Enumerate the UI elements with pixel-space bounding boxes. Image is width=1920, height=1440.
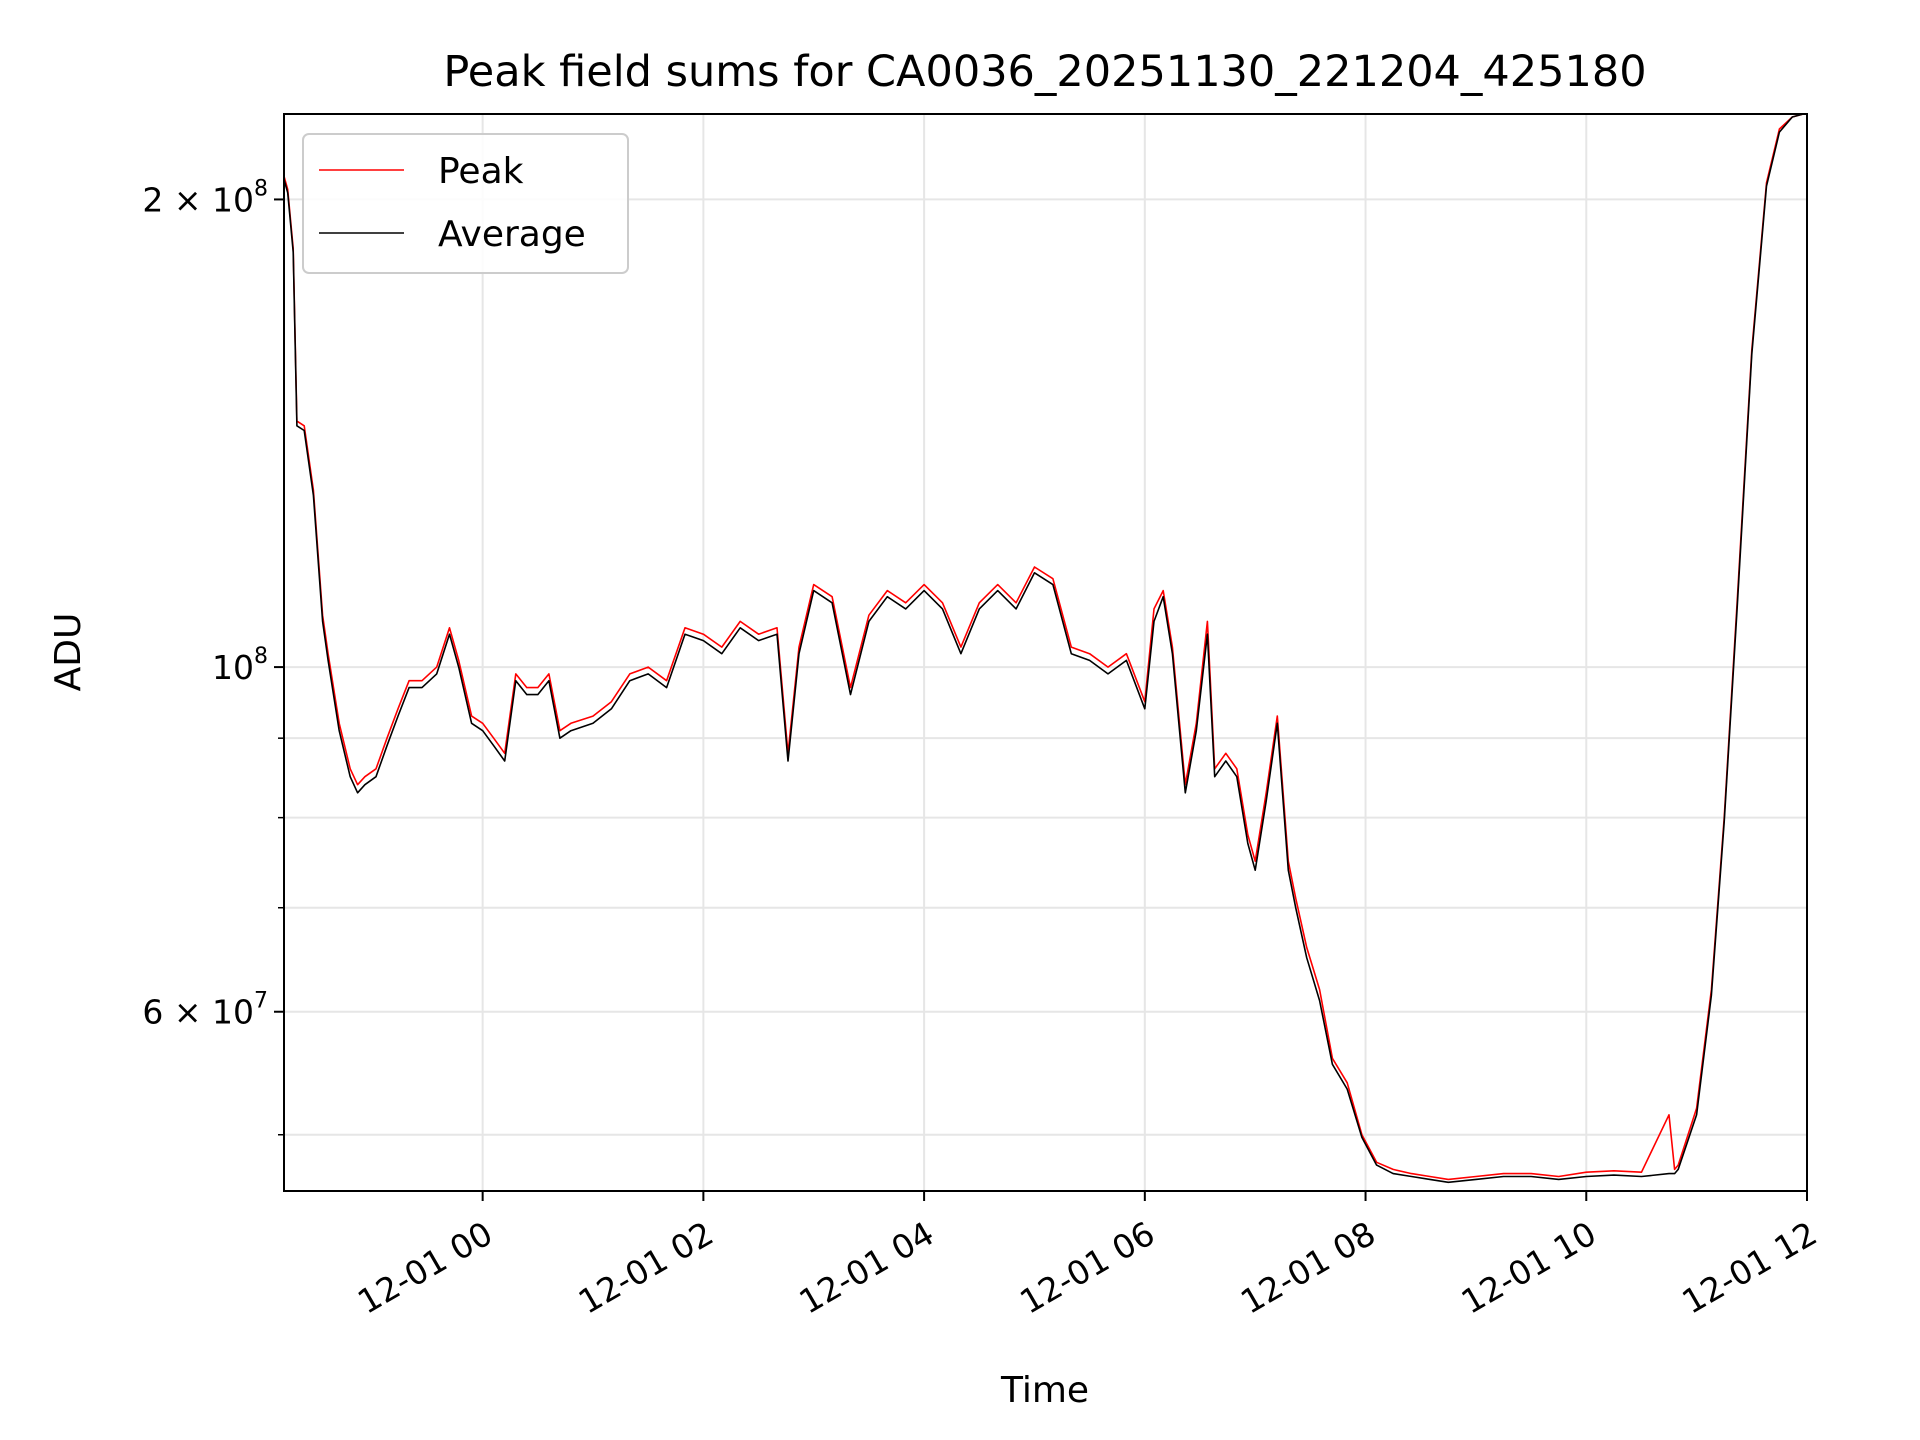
y-tick-exponent: 8 bbox=[254, 644, 268, 669]
x-tick-label: 12-01 10 bbox=[1455, 1214, 1603, 1322]
legend: Peak Average bbox=[302, 133, 629, 274]
series-line-average bbox=[283, 113, 1804, 1184]
series-lines bbox=[283, 113, 1804, 1184]
y-axis-label: ADU bbox=[48, 613, 89, 692]
y-axis-ticks: 6 × 107 108 2 × 108 bbox=[142, 176, 284, 1136]
series-line-peak bbox=[283, 113, 1804, 1181]
y-tick-label: 2 × 108 bbox=[142, 176, 268, 219]
y-tick-exponent: 8 bbox=[254, 176, 268, 201]
x-tick-label: 12-01 00 bbox=[351, 1214, 499, 1322]
plot-frame bbox=[283, 113, 1808, 1192]
y-tick-exponent: 7 bbox=[254, 989, 268, 1014]
x-tick-label: 12-01 08 bbox=[1234, 1214, 1382, 1322]
x-tick-label: 12-01 04 bbox=[793, 1214, 941, 1322]
x-tick-label: 12-01 06 bbox=[1013, 1214, 1161, 1322]
x-tick-label: 12-01 12 bbox=[1675, 1214, 1823, 1322]
x-axis-ticks: 12-01 00 12-01 02 12-01 04 12-01 06 12-01 08… bbox=[351, 1191, 1823, 1322]
x-axis-label: Time bbox=[1000, 1370, 1089, 1411]
chart-title: Peak field sums for CA0036_20251130_2212… bbox=[443, 47, 1646, 97]
legend-label-average: Average bbox=[438, 214, 586, 255]
y-tick-label: 6 × 107 bbox=[142, 989, 268, 1032]
legend-label-peak: Peak bbox=[438, 151, 524, 192]
x-tick-label: 12-01 02 bbox=[572, 1214, 720, 1322]
grid bbox=[284, 114, 1808, 1191]
legend-box bbox=[302, 133, 629, 274]
y-tick-label: 108 bbox=[212, 644, 268, 687]
